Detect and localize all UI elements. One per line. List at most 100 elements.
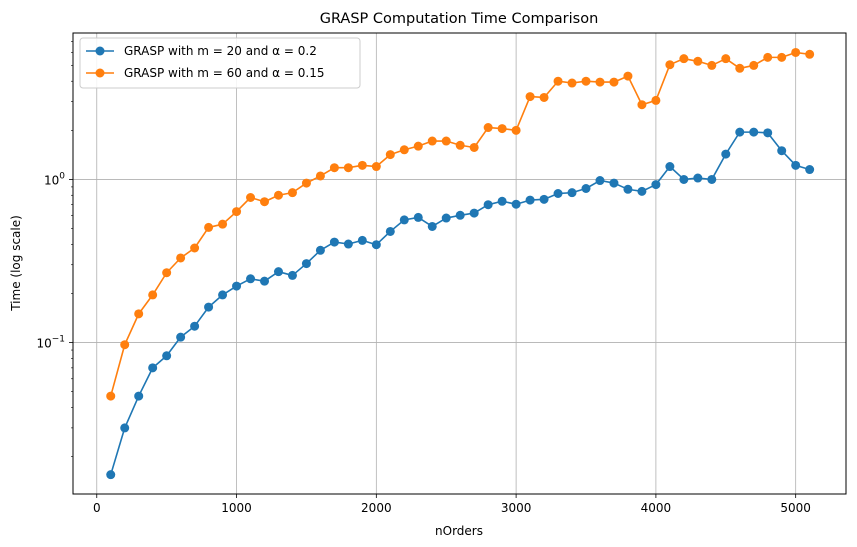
data-point [441,136,451,146]
data-point [497,124,507,134]
data-point [427,136,437,146]
data-point [707,174,717,184]
data-point [665,60,675,70]
data-point [805,49,815,59]
series-line-2 [109,51,810,397]
x-axis: 0 1000 2000 3000 4000 5000 [93,494,811,515]
data-point [623,184,633,194]
data-point [273,190,283,200]
legend-marker-1 [95,46,105,56]
data-point [609,77,619,87]
y-tick-exponent: −1 [52,335,65,345]
data-point [539,194,549,204]
data-point [343,163,353,173]
data-point [246,193,256,203]
data-point [763,52,773,62]
y-tick-exponent: 0 [59,171,65,181]
x-tick-label: 2000 [361,501,392,515]
data-point [651,180,661,190]
data-point [567,188,577,198]
data-point [777,146,787,156]
data-point [749,60,759,70]
plot-area-frame [72,32,847,495]
data-point [609,178,619,188]
data-point [287,270,297,280]
data-point [511,199,521,209]
data-point [511,125,521,135]
data-point [791,160,801,170]
data-point [385,150,395,160]
x-tick-label: 3000 [501,501,532,515]
data-point [581,183,591,193]
data-point [232,207,242,217]
series-layer [106,47,815,480]
data-point [371,240,381,250]
y-axis-label: Time (log scale) [9,215,23,312]
x-axis-label: nOrders [435,524,483,538]
chart-title: GRASP Computation Time Comparison [320,11,599,27]
data-point [371,162,381,172]
data-point [162,351,172,361]
data-point [357,160,367,170]
x-tick-label: 5000 [780,501,811,515]
data-point [707,60,717,70]
data-point [763,128,773,138]
data-point [134,391,144,401]
y-tick-base: 10 [44,173,59,187]
data-point [693,56,703,66]
data-point [567,78,577,88]
data-point [441,213,451,223]
data-point [693,173,703,183]
data-point [721,149,731,159]
data-point [204,222,214,232]
data-point [483,200,493,210]
data-point [469,142,479,152]
data-point [204,302,214,312]
data-point [301,259,311,269]
data-point [106,470,116,480]
data-point [721,54,731,64]
x-tick-label: 1000 [221,501,252,515]
legend: GRASP with m = 20 and α = 0.2 GRASP with… [79,37,361,89]
data-point [525,92,535,102]
data-point [260,197,270,207]
data-point [413,141,423,151]
data-point [329,237,339,247]
data-point [637,186,647,196]
data-point [218,219,228,229]
grid [73,33,846,494]
data-point [343,239,353,249]
data-point [287,188,297,198]
data-point [455,210,465,220]
data-point [735,127,745,137]
data-point [301,178,311,188]
data-point [134,309,144,319]
data-point [497,196,507,206]
legend-box [79,37,361,89]
data-point [413,212,423,222]
series-line-1 [109,131,810,475]
y-axis: 10−1 100 [36,171,73,351]
data-point [190,321,200,331]
data-point [553,76,563,86]
data-point [273,267,283,277]
data-point [679,54,689,64]
data-point [148,290,158,300]
data-point [260,276,270,286]
data-point [246,274,256,284]
data-point [357,235,367,245]
y-tick-label: 10−1 [36,335,65,351]
data-point [805,165,815,175]
legend-label-1: GRASP with m = 20 and α = 0.2 [124,44,317,58]
data-point [665,162,675,172]
x-tick-label: 0 [93,501,101,515]
data-point [595,176,605,186]
data-point [553,189,563,199]
data-point [623,71,633,81]
data-point [315,245,325,255]
data-point [385,226,395,236]
data-point [162,268,172,278]
data-point [581,76,591,86]
data-point [232,281,242,291]
